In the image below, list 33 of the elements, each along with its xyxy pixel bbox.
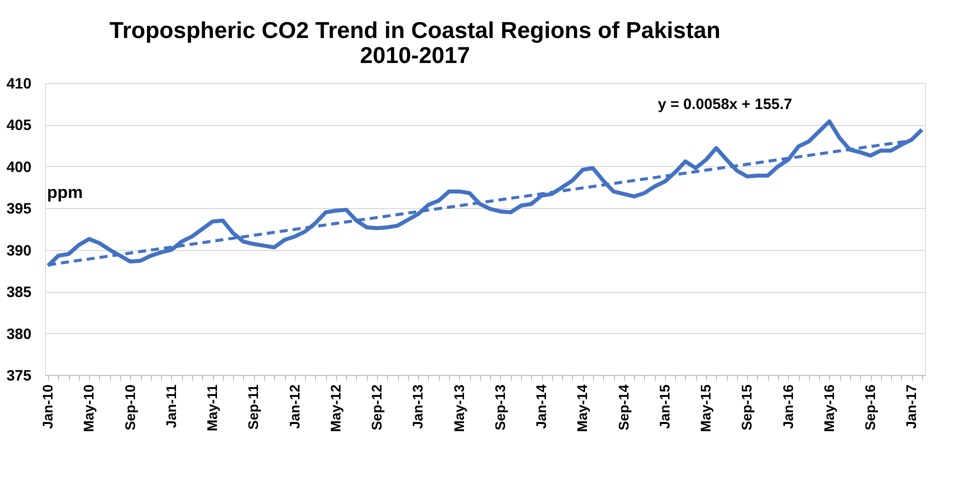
chart-title: Tropospheric CO2 Trend in Coastal Regions of Pakistan 2010-2017 [110,17,720,68]
x-tick-label: Jan-16 [780,384,796,429]
annotation: y = 0.0058x + 155.7 [658,96,792,113]
x-tick-label: May-14 [574,384,590,432]
x-tick-label: Jan-12 [286,384,302,429]
x-tick-label: Sep-10 [122,384,138,430]
x-tick-label: Sep-14 [615,384,632,430]
x-tick-label: May-13 [450,384,467,432]
y-tick-label: 380 [6,326,32,343]
x-tick-label: May-15 [698,384,714,432]
x-tick-label: Jan-17 [903,384,920,429]
x-tick-label: Sep-16 [862,384,878,430]
x-tick-label: Jan-15 [656,384,672,429]
x-tick-label: Jan-13 [410,384,426,429]
x-tick-label: May-16 [820,384,837,432]
y-tick-label: 400 [6,158,32,176]
y-tick-label: 410 [6,76,32,92]
y-tick-label: 375 [6,368,32,384]
y-tick-label: 395 [6,200,32,218]
x-tick-label: May-11 [204,384,220,432]
x-tick-label: Sep-11 [245,384,262,430]
x-tick-label: Sep-12 [368,384,385,430]
y-axis-title: ppm [47,183,83,202]
x-tick-label: Jan-11 [162,384,179,428]
y-tick-label: 385 [6,284,32,302]
x-tick-label: Sep-13 [492,384,508,430]
x-tick-label: May-12 [327,384,344,432]
x-tick-label: Jan-14 [533,384,550,429]
y-tick-label: 390 [6,242,32,260]
x-tick-label: May-10 [80,384,97,432]
x-tick-label: Sep-15 [738,384,755,430]
x-tick-label: Jan-10 [40,384,56,429]
y-tick-label: 405 [6,117,32,134]
